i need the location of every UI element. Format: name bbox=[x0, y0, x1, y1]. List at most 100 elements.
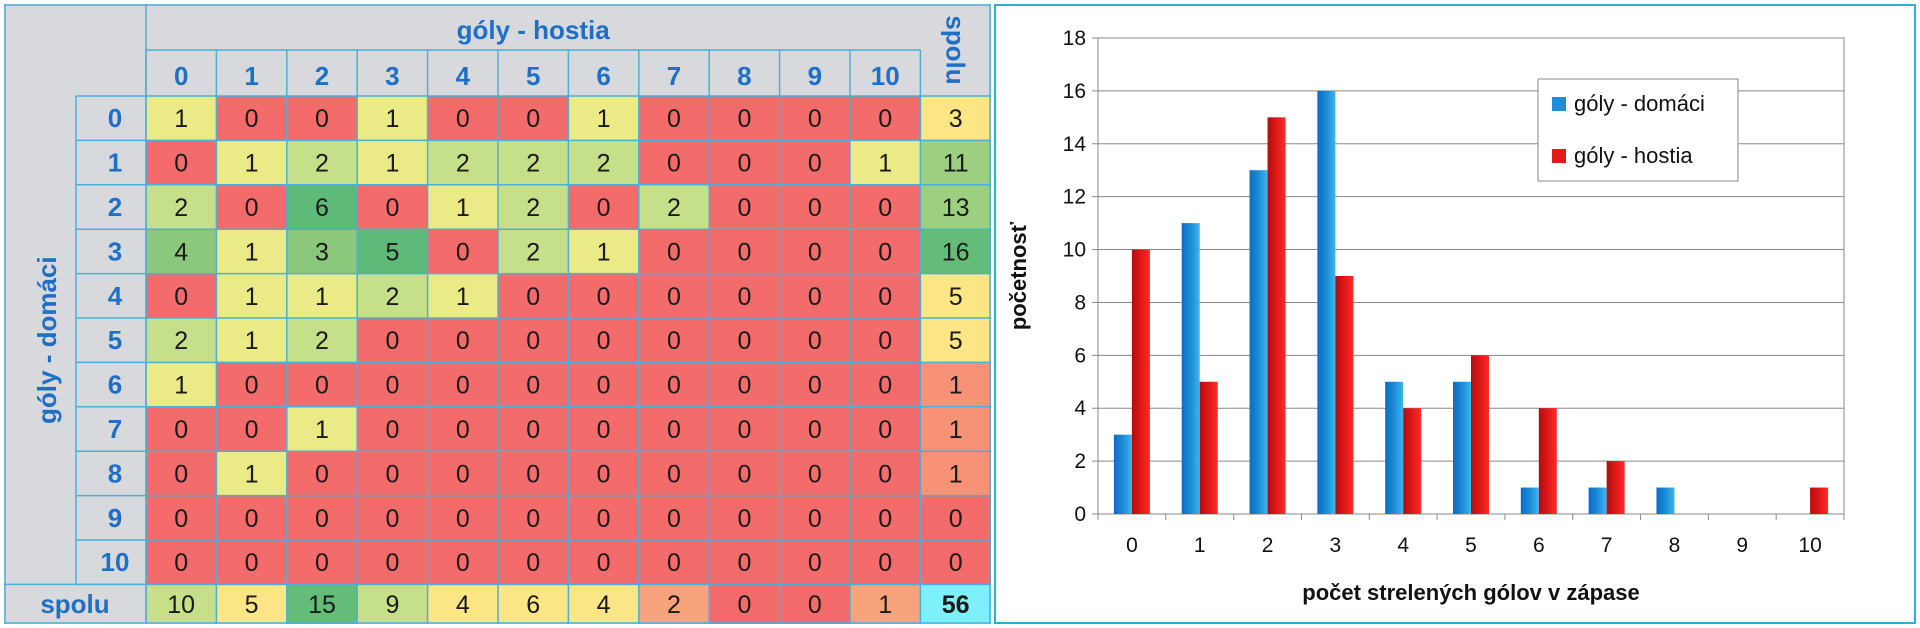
cell bbox=[286, 451, 358, 496]
cell bbox=[568, 406, 639, 452]
cell-value: 3 bbox=[315, 238, 329, 266]
col-label: 1 bbox=[244, 61, 258, 91]
cell bbox=[357, 495, 428, 540]
cell bbox=[216, 451, 287, 496]
cell-value: 2 bbox=[315, 150, 329, 178]
cell bbox=[568, 229, 639, 274]
cell-value: 0 bbox=[737, 194, 751, 222]
cell-value: 0 bbox=[385, 416, 399, 444]
cell-value: 0 bbox=[737, 416, 751, 444]
col-label: 5 bbox=[526, 61, 540, 91]
cell bbox=[216, 140, 287, 185]
cell bbox=[568, 451, 639, 496]
cell bbox=[427, 273, 498, 318]
row-total-value: 16 bbox=[942, 238, 970, 266]
bar bbox=[1199, 381, 1218, 514]
cell-value: 0 bbox=[878, 505, 892, 533]
cell-value: 0 bbox=[737, 105, 751, 133]
row-total-value: 0 bbox=[949, 505, 963, 533]
x-tick-label: 2 bbox=[1262, 534, 1274, 557]
legend-label: góly - hostia bbox=[1574, 143, 1693, 168]
cell bbox=[709, 229, 780, 274]
cell-value: 1 bbox=[315, 283, 329, 311]
row-header-title: góly - domáci bbox=[32, 256, 62, 424]
grand-total-cell bbox=[920, 584, 991, 624]
cell bbox=[709, 540, 780, 585]
cell-value: 0 bbox=[456, 327, 470, 355]
cell bbox=[709, 406, 780, 452]
cell bbox=[568, 273, 639, 318]
cell-value: 0 bbox=[667, 327, 681, 355]
row-total-value: 1 bbox=[949, 372, 963, 400]
col-label: 4 bbox=[456, 61, 471, 91]
cell-value: 0 bbox=[737, 372, 751, 400]
y-tick-label: 0 bbox=[1074, 503, 1086, 526]
cell-value: 0 bbox=[597, 416, 611, 444]
cell-value: 0 bbox=[737, 283, 751, 311]
cell-value: 0 bbox=[385, 549, 399, 577]
cell bbox=[498, 540, 569, 585]
cell bbox=[779, 362, 850, 407]
cell bbox=[286, 273, 358, 318]
cell bbox=[709, 495, 780, 540]
cell-value: 0 bbox=[456, 460, 470, 488]
col-total-value: 10 bbox=[167, 591, 195, 619]
cell bbox=[286, 495, 358, 540]
col-total-value: 4 bbox=[456, 591, 470, 619]
cell-value: 0 bbox=[667, 238, 681, 266]
cell-value: 0 bbox=[174, 416, 188, 444]
cell-value: 0 bbox=[385, 460, 399, 488]
cell-value: 5 bbox=[385, 238, 399, 266]
cell bbox=[498, 229, 569, 274]
bar bbox=[1267, 117, 1286, 514]
cell bbox=[638, 140, 710, 185]
cell bbox=[709, 140, 780, 185]
row-label: 7 bbox=[108, 414, 122, 444]
cell bbox=[779, 495, 850, 540]
cell-value: 0 bbox=[456, 416, 470, 444]
cell bbox=[427, 362, 498, 407]
col-label: 2 bbox=[315, 61, 329, 91]
total-row-label: spolu bbox=[40, 589, 109, 619]
cell-value: 2 bbox=[526, 238, 540, 266]
y-tick-label: 8 bbox=[1074, 291, 1086, 314]
cell bbox=[709, 451, 780, 496]
row-total-cell bbox=[920, 273, 991, 318]
cell-value: 2 bbox=[597, 150, 611, 178]
x-axis-title: počet strelených gólov v zápase bbox=[1302, 580, 1639, 605]
cell bbox=[638, 229, 710, 274]
row-total-value: 1 bbox=[949, 416, 963, 444]
cell-value: 0 bbox=[878, 327, 892, 355]
cell-value: 0 bbox=[174, 549, 188, 577]
col-label: 6 bbox=[596, 61, 610, 91]
cell-value: 0 bbox=[878, 283, 892, 311]
y-tick-label: 4 bbox=[1074, 397, 1086, 420]
cell bbox=[427, 495, 498, 540]
bar bbox=[1385, 381, 1404, 514]
legend: góly - domáci góly - hostia bbox=[1537, 78, 1739, 182]
cell-value: 0 bbox=[808, 238, 822, 266]
x-tick-label: 0 bbox=[1126, 534, 1138, 557]
cell-value: 0 bbox=[174, 283, 188, 311]
cell bbox=[568, 96, 639, 141]
y-tick-label: 18 bbox=[1063, 27, 1086, 50]
bar bbox=[1403, 408, 1422, 514]
cell-value: 0 bbox=[456, 505, 470, 533]
cell bbox=[216, 406, 287, 452]
cell-value: 0 bbox=[737, 150, 751, 178]
cell bbox=[498, 406, 569, 452]
col-total-value: 5 bbox=[245, 591, 259, 619]
goals-bar-chart-panel: 0 2 4 6 8 10 12 14 16 18 0 1 2 3 4 5 6 7 8 9 10 počet strelen… bbox=[994, 4, 1916, 624]
cell-value: 0 bbox=[597, 327, 611, 355]
cell-value: 2 bbox=[385, 283, 399, 311]
x-tick-label: 7 bbox=[1601, 534, 1613, 557]
row-label: 3 bbox=[108, 236, 122, 266]
cell bbox=[850, 318, 921, 363]
cell bbox=[216, 273, 287, 318]
row-total-value: 0 bbox=[949, 549, 963, 577]
cell bbox=[850, 540, 921, 585]
cell-value: 0 bbox=[245, 194, 259, 222]
cell bbox=[427, 96, 498, 141]
row-total-value: 13 bbox=[942, 194, 970, 222]
